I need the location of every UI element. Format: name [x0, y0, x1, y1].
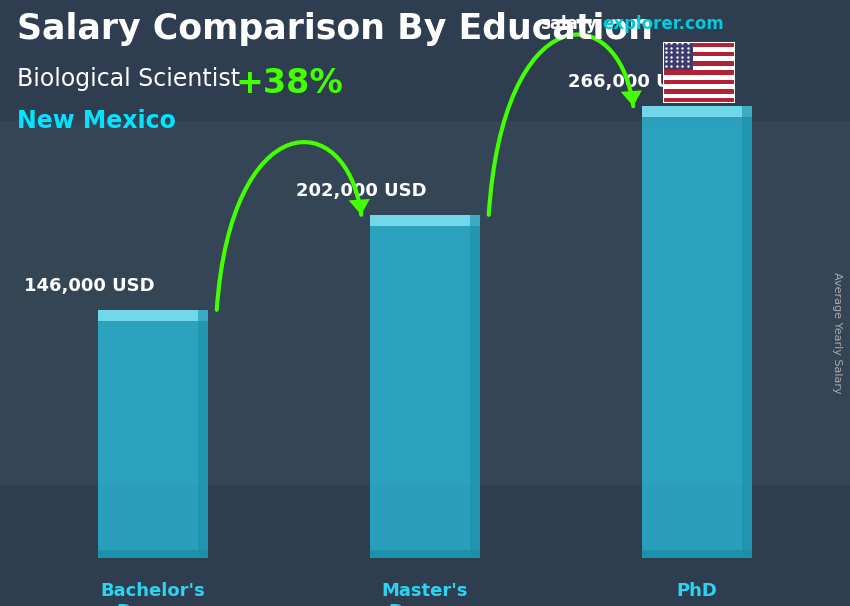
Bar: [663, 94, 735, 98]
Bar: [470, 215, 480, 558]
Bar: [663, 84, 735, 89]
Text: Average Yearly Salary: Average Yearly Salary: [832, 273, 842, 394]
Text: 146,000 USD: 146,000 USD: [24, 276, 155, 295]
Bar: [663, 75, 735, 80]
Text: 266,000 USD: 266,000 USD: [568, 73, 699, 91]
Text: salary: salary: [540, 15, 597, 33]
Text: +38%: +38%: [235, 67, 343, 99]
Bar: [98, 310, 208, 558]
Text: Bachelor's
Degree: Bachelor's Degree: [100, 582, 206, 606]
Text: New Mexico: New Mexico: [17, 109, 176, 133]
Bar: [642, 106, 752, 558]
Text: Master's
Degree: Master's Degree: [382, 582, 468, 606]
Polygon shape: [620, 90, 642, 106]
Bar: [663, 80, 735, 84]
Bar: [370, 550, 480, 558]
Bar: [663, 65, 735, 70]
Bar: [663, 61, 735, 65]
Text: 202,000 USD: 202,000 USD: [296, 182, 427, 199]
Bar: [663, 42, 735, 47]
Bar: [642, 550, 752, 558]
Bar: [370, 215, 480, 225]
Bar: [0, 121, 850, 485]
Text: Salary Comparison By Education: Salary Comparison By Education: [17, 12, 653, 46]
Bar: [663, 70, 735, 75]
Text: explorer.com: explorer.com: [602, 15, 723, 33]
Bar: [742, 106, 752, 558]
Bar: [642, 106, 752, 117]
Bar: [98, 550, 208, 558]
Bar: [663, 89, 735, 94]
Bar: [98, 310, 208, 321]
Bar: [663, 56, 735, 61]
Text: PhD: PhD: [677, 582, 717, 600]
Polygon shape: [348, 199, 370, 215]
Bar: [663, 47, 735, 52]
Bar: [663, 42, 694, 70]
Bar: [663, 98, 735, 103]
Bar: [370, 215, 480, 558]
Bar: [663, 52, 735, 56]
Bar: [198, 310, 208, 558]
Text: Biological Scientist: Biological Scientist: [17, 67, 240, 91]
